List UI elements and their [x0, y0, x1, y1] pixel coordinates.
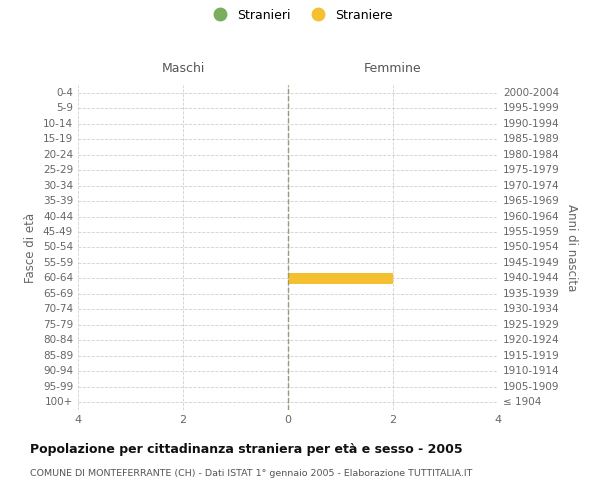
Text: Maschi: Maschi — [161, 62, 205, 75]
Text: Femmine: Femmine — [364, 62, 422, 75]
Text: Popolazione per cittadinanza straniera per età e sesso - 2005: Popolazione per cittadinanza straniera p… — [30, 442, 463, 456]
Y-axis label: Fasce di età: Fasce di età — [25, 212, 37, 282]
Bar — [288, 272, 393, 284]
Legend: Stranieri, Straniere: Stranieri, Straniere — [205, 6, 395, 24]
Text: COMUNE DI MONTEFERRANTE (CH) - Dati ISTAT 1° gennaio 2005 - Elaborazione TUTTITA: COMUNE DI MONTEFERRANTE (CH) - Dati ISTA… — [30, 468, 472, 477]
Y-axis label: Anni di nascita: Anni di nascita — [565, 204, 578, 291]
